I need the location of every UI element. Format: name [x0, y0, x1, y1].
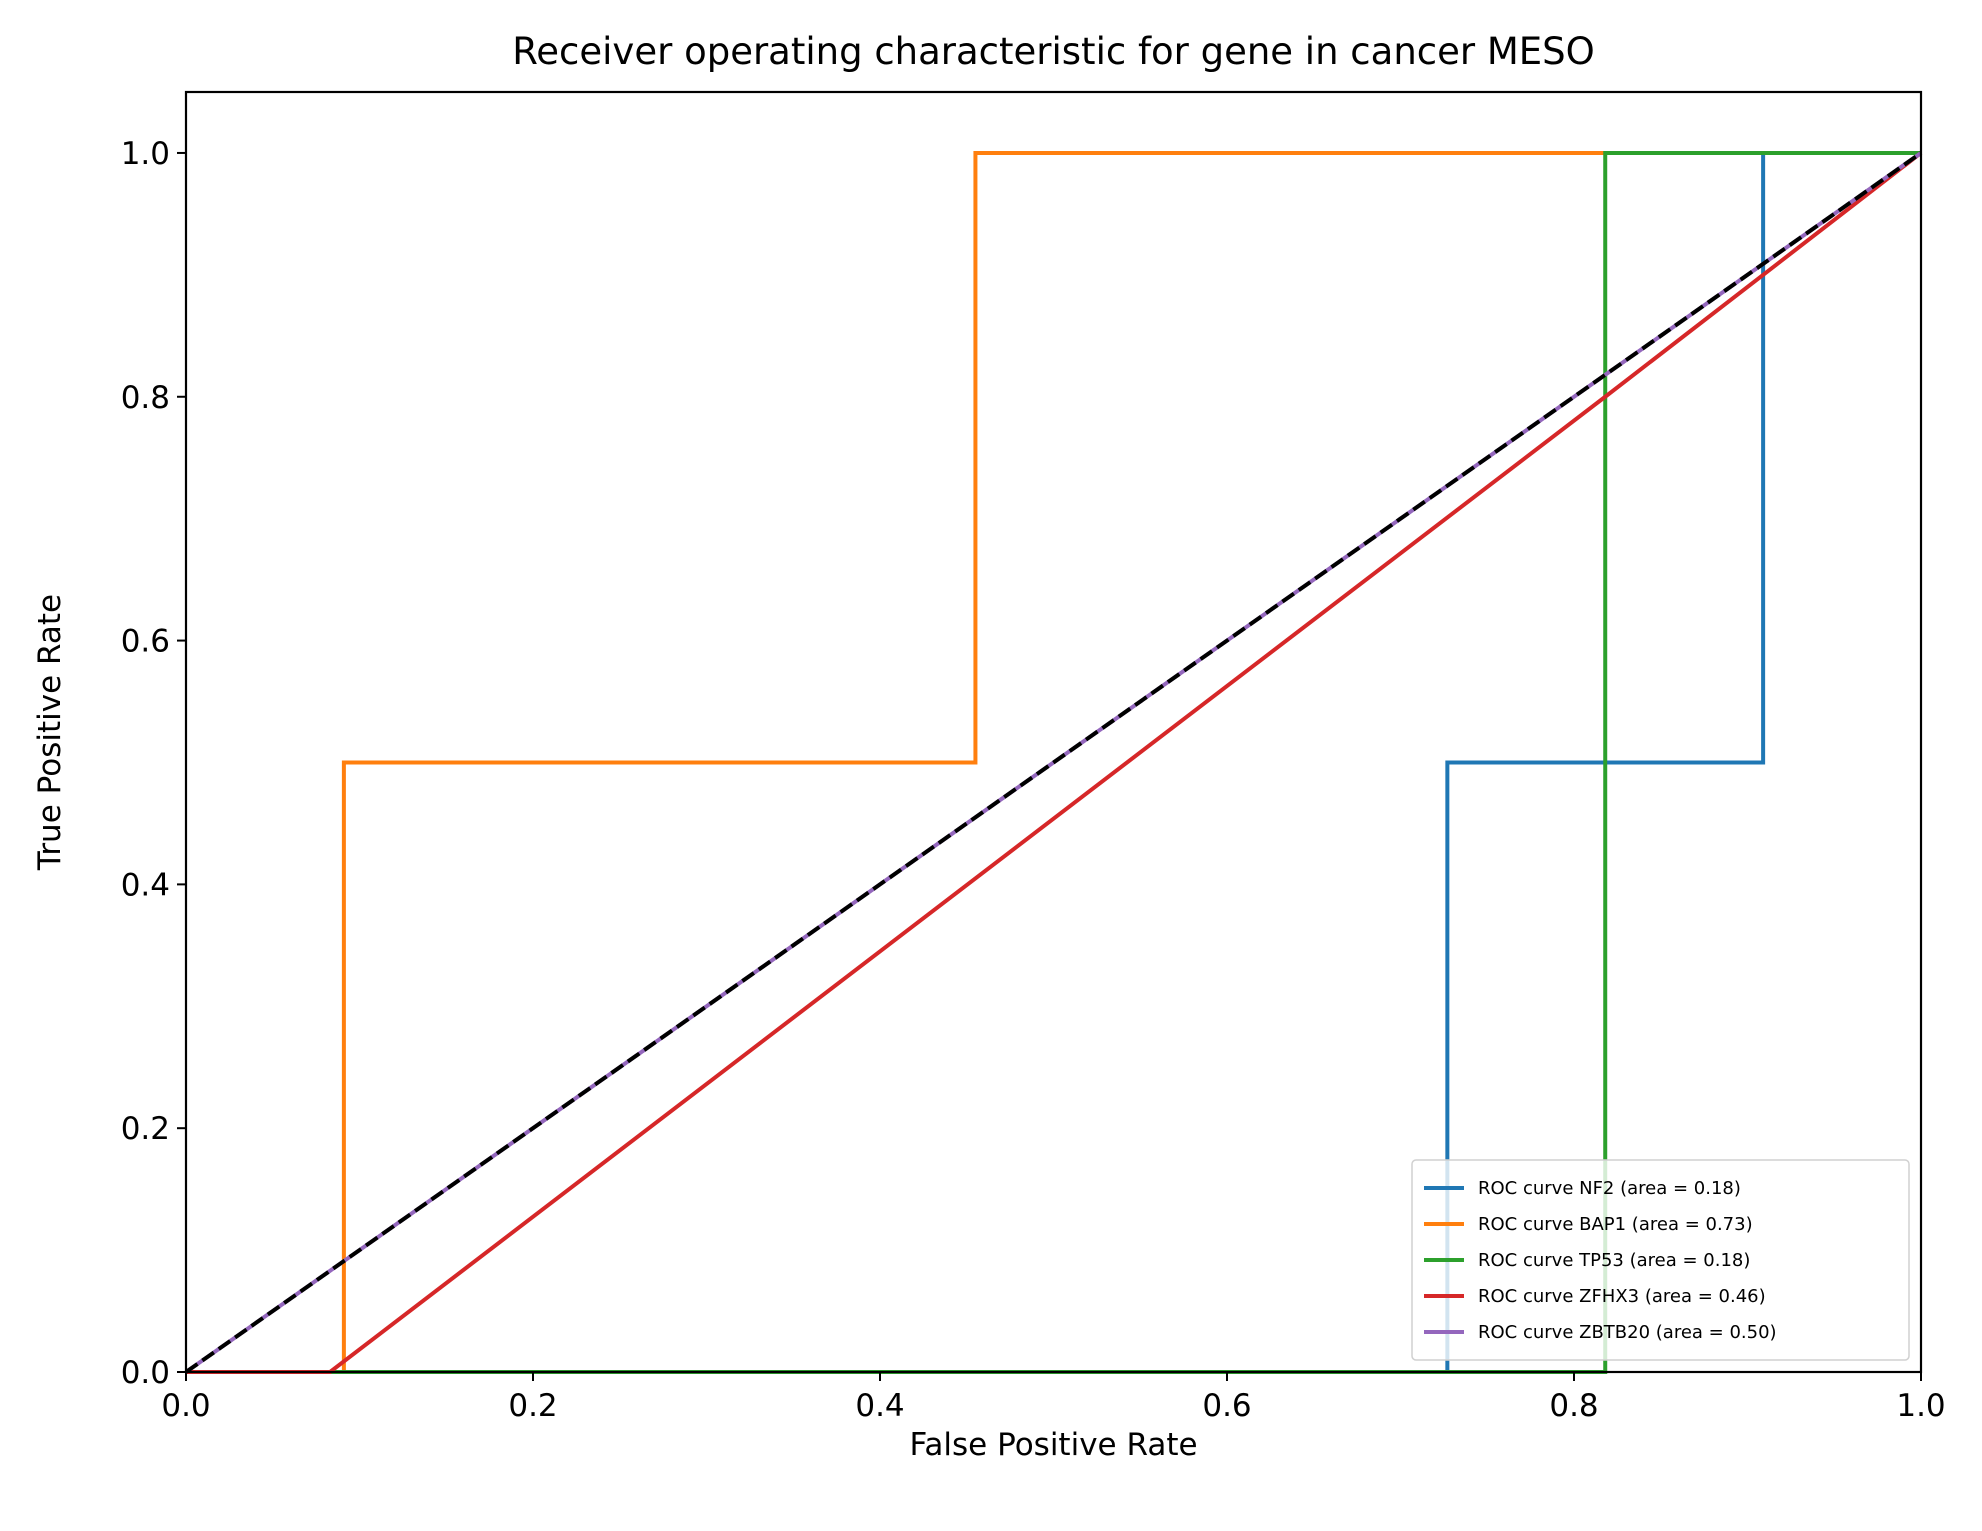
x-tick-label: 0.4: [855, 1388, 904, 1424]
x-tick-label: 0.0: [161, 1388, 210, 1424]
x-tick-label: 1.0: [1896, 1388, 1945, 1424]
y-tick-label: 0.2: [121, 1111, 170, 1147]
x-axis-title: False Positive Rate: [909, 1427, 1197, 1463]
x-tick-label: 0.6: [1202, 1388, 1251, 1424]
legend-label: ROC curve ZFHX3 (area = 0.46): [1478, 1286, 1766, 1307]
y-tick-label: 1.0: [121, 136, 170, 172]
legend-label: ROC curve NF2 (area = 0.18): [1478, 1178, 1741, 1199]
y-tick-label: 0.0: [121, 1355, 170, 1391]
y-tick-label: 0.4: [121, 867, 170, 903]
legend: ROC curve NF2 (area = 0.18) ROC curve BAP…: [1411, 1159, 1910, 1361]
legend-box: [1411, 1159, 1910, 1361]
x-tick-label: 0.2: [508, 1388, 557, 1424]
chart-title: Receiver operating characteristic for ge…: [512, 30, 1595, 73]
x-axis-ticks: 0.0 0.2 0.4 0.6 0.8 1.0: [161, 1372, 1946, 1424]
y-tick-label: 0.6: [121, 624, 170, 660]
y-tick-label: 0.8: [121, 380, 170, 416]
plot-frame: [184, 90, 1923, 1374]
y-axis-title: True Positive Rate: [32, 594, 68, 871]
legend-label: ROC curve BAP1 (area = 0.73): [1478, 1214, 1753, 1235]
y-axis-ticks: 0.0 0.2 0.4 0.6 0.8 1.0: [121, 136, 186, 1391]
legend-label: ROC curve TP53 (area = 0.18): [1478, 1250, 1750, 1271]
legend-label: ROC curve ZBTB20 (area = 0.50): [1478, 1322, 1777, 1343]
x-tick-label: 0.8: [1549, 1388, 1598, 1424]
reference-diagonal-line: [184, 151, 1923, 1374]
